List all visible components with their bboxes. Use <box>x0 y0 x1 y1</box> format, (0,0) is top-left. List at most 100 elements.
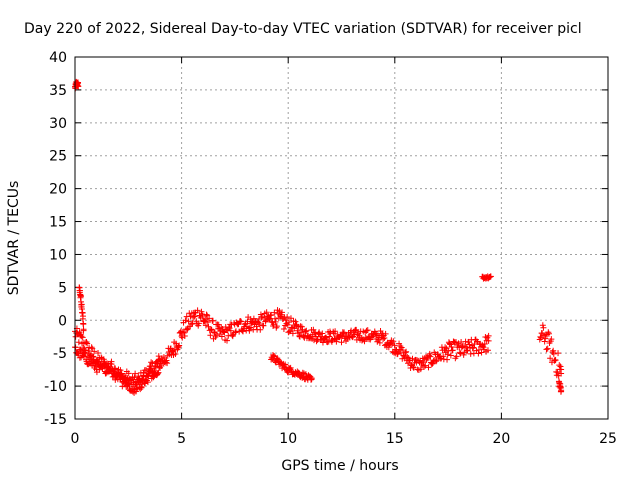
data-point <box>138 383 145 390</box>
data-point <box>155 369 162 376</box>
data-point <box>156 363 163 370</box>
data-point <box>200 317 207 324</box>
data-point <box>140 373 147 380</box>
data-point <box>552 357 559 364</box>
data-point <box>179 328 186 335</box>
data-point <box>75 339 82 346</box>
data-point <box>195 320 202 327</box>
series-tail-22h <box>555 378 565 395</box>
data-point <box>299 369 306 376</box>
data-point <box>542 335 549 342</box>
data-point <box>289 330 296 337</box>
data-point <box>390 338 397 345</box>
data-point <box>95 349 102 356</box>
y-tick-label: 20 <box>49 182 67 198</box>
data-point <box>82 350 89 357</box>
data-point <box>300 333 307 340</box>
data-point <box>276 308 283 315</box>
data-point <box>191 313 198 320</box>
data-point <box>226 325 233 332</box>
data-point <box>78 333 85 340</box>
data-point <box>181 332 188 339</box>
data-point <box>194 307 201 314</box>
data-point <box>543 346 550 353</box>
data-point <box>189 320 196 327</box>
data-point <box>229 332 236 339</box>
data-point <box>151 367 158 374</box>
data-point <box>84 340 91 347</box>
data-point <box>256 321 263 328</box>
data-point <box>253 323 260 330</box>
data-point <box>279 309 286 316</box>
data-point <box>79 313 86 320</box>
x-tick-label: 10 <box>279 431 297 447</box>
data-point <box>182 317 189 324</box>
data-point <box>319 330 326 337</box>
y-tick-labels: -15 -10 -5 0 5 10 15 20 25 30 35 40 <box>44 50 67 428</box>
data-point <box>338 339 345 346</box>
data-point <box>460 351 467 358</box>
data-point <box>263 309 270 316</box>
data-point <box>108 361 115 368</box>
data-point <box>548 336 555 343</box>
data-point <box>123 383 130 390</box>
data-point <box>83 339 90 346</box>
data-point <box>362 334 369 341</box>
data-point <box>397 343 404 350</box>
data-point <box>237 318 244 325</box>
data-point <box>557 363 564 370</box>
data-point <box>91 348 98 355</box>
data-point <box>310 326 317 333</box>
x-axis-label: GPS time / hours <box>281 458 398 474</box>
data-point <box>447 341 454 348</box>
grid-lines <box>75 57 608 419</box>
data-point <box>284 313 291 320</box>
series-segment-22h <box>536 322 565 379</box>
x-tick-label: 15 <box>386 431 404 447</box>
data-point <box>385 344 392 351</box>
data-point <box>420 358 427 365</box>
data-point <box>72 344 79 351</box>
data-point <box>202 316 209 323</box>
data-point <box>80 321 87 328</box>
data-point <box>461 343 468 350</box>
data-point <box>485 332 492 339</box>
data-point <box>426 350 433 357</box>
data-point <box>282 317 289 324</box>
data-point <box>367 334 374 341</box>
data-point <box>185 318 192 325</box>
data-point <box>90 356 97 363</box>
data-point <box>469 345 476 352</box>
data-point <box>340 330 347 337</box>
data-point <box>396 340 403 347</box>
data-point <box>351 327 358 334</box>
data-point <box>447 352 454 359</box>
data-point <box>429 360 436 367</box>
data-point <box>410 364 417 371</box>
data-point <box>312 330 319 337</box>
data-point <box>124 375 131 382</box>
data-point <box>202 322 209 329</box>
data-point <box>268 311 275 318</box>
data-point <box>545 330 552 337</box>
data-point <box>484 347 491 354</box>
data-point <box>292 318 299 325</box>
data-point <box>296 332 303 339</box>
data-point <box>467 350 474 357</box>
data-point <box>211 329 218 336</box>
x-tick-label: 25 <box>599 431 617 447</box>
data-point <box>446 340 453 347</box>
data-point <box>537 333 544 340</box>
data-point <box>382 330 389 337</box>
data-point <box>457 350 464 357</box>
data-point <box>115 370 122 377</box>
data-point <box>156 356 163 363</box>
data-point <box>77 346 84 353</box>
data-point <box>391 342 398 349</box>
data-point <box>303 327 310 334</box>
y-tick-label: 40 <box>49 50 67 66</box>
data-point <box>555 350 562 357</box>
data-point <box>389 341 396 348</box>
y-tick-label: 30 <box>49 116 67 132</box>
data-point <box>131 374 138 381</box>
